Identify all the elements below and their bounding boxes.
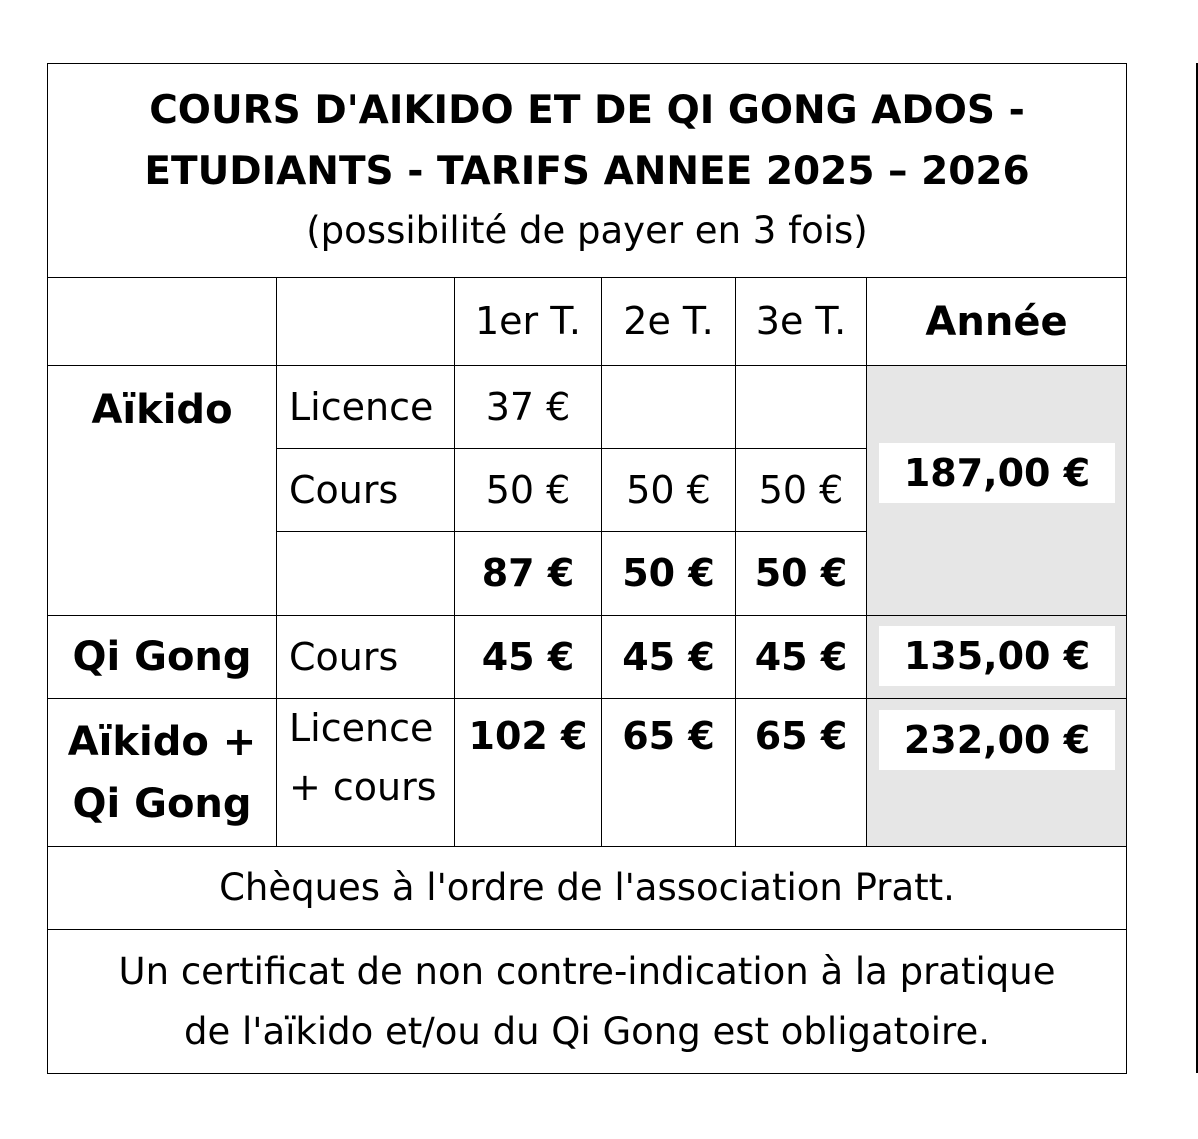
combo-type-1: Licence (289, 706, 434, 750)
combo-annee-cell: 232,00 € (866, 698, 1127, 847)
qigong-t3: 45 € (735, 615, 867, 699)
header-t3: 3e T. (735, 277, 867, 366)
qigong-label: Qi Gong (47, 615, 277, 699)
certificat-line-2: de l'aïkido et/ou du Qi Gong est obligat… (184, 1009, 990, 1053)
aikido-licence-t3 (735, 365, 867, 449)
aikido-label: Aïkido (47, 365, 277, 616)
combo-label-2: Qi Gong (72, 780, 252, 827)
combo-t3: 65 € (735, 698, 867, 847)
aikido-cours-label: Cours (276, 448, 455, 532)
qigong-annee: 135,00 € (879, 626, 1115, 686)
aikido-cours-t3: 50 € (735, 448, 867, 532)
aikido-licence-t2 (601, 365, 736, 449)
qigong-annee-cell: 135,00 € (866, 615, 1127, 699)
title-cell: COURS D'AIKIDO ET DE QI GONG ADOS - ETUD… (47, 63, 1127, 278)
title-line-2: ETUDIANTS - TARIFS ANNEE 2025 – 2026 (144, 148, 1030, 194)
aikido-annee-cell: 187,00 € (866, 365, 1127, 616)
combo-type: Licence + cours (276, 698, 455, 847)
aikido-cours-t2: 50 € (601, 448, 736, 532)
aikido-licence-t1: 37 € (454, 365, 602, 449)
aikido-cours-t1: 50 € (454, 448, 602, 532)
aikido-annee: 187,00 € (879, 443, 1115, 503)
aikido-subtotal-label (276, 531, 455, 616)
combo-type-2: + cours (289, 764, 437, 809)
combo-label-1: Aïkido + (67, 718, 257, 765)
title-subtitle: (possibilité de payer en 3 fois) (306, 209, 868, 253)
header-blank-1 (47, 277, 277, 366)
aikido-subtotal-t1: 87 € (454, 531, 602, 616)
header-blank-2 (276, 277, 455, 366)
aikido-subtotal-t2: 50 € (601, 531, 736, 616)
aikido-subtotal-t3: 50 € (735, 531, 867, 616)
certificat-line-1: Un certificat de non contre-indication à… (118, 950, 1056, 994)
title-line-1: COURS D'AIKIDO ET DE QI GONG ADOS - (149, 88, 1025, 134)
header-t1: 1er T. (454, 277, 602, 366)
qigong-t2: 45 € (601, 615, 736, 699)
combo-label: Aïkido + Qi Gong (47, 698, 277, 847)
qigong-t1: 45 € (454, 615, 602, 699)
cheques-note: Chèques à l'ordre de l'association Pratt… (47, 846, 1127, 930)
certificat-note: Un certificat de non contre-indication à… (47, 929, 1127, 1074)
combo-annee: 232,00 € (879, 710, 1115, 770)
qigong-type: Cours (276, 615, 455, 699)
adjacent-table-edge (1196, 63, 1198, 1073)
combo-t2: 65 € (601, 698, 736, 847)
header-t2: 2e T. (601, 277, 736, 366)
header-annee: Année (866, 277, 1127, 366)
combo-t1: 102 € (454, 698, 602, 847)
aikido-licence-label: Licence (276, 365, 455, 449)
